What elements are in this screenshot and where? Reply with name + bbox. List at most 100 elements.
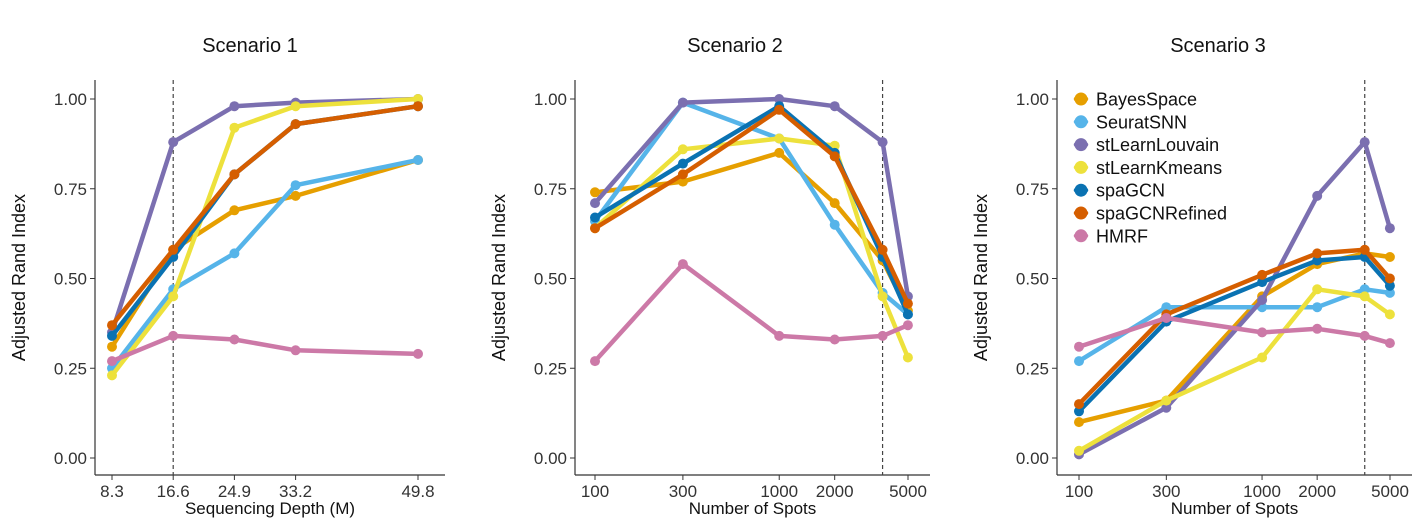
data-point bbox=[877, 330, 888, 341]
data-point bbox=[168, 330, 179, 341]
series-BayesSpace bbox=[590, 147, 913, 316]
data-point bbox=[1257, 327, 1268, 338]
y-tick-label: 0.50 bbox=[534, 270, 567, 289]
data-point bbox=[677, 169, 688, 180]
data-point bbox=[229, 248, 240, 259]
series-stLearnLouvain bbox=[590, 94, 913, 302]
series-line bbox=[109, 333, 421, 364]
y-tick-label: 1.00 bbox=[534, 90, 567, 109]
panel-2: Scenario 2 0.00 0.25 0.50 0.75 1.00 100 300 1000… bbox=[489, 35, 930, 518]
series-line bbox=[1076, 251, 1393, 425]
data-point bbox=[107, 341, 117, 352]
data-point bbox=[829, 219, 840, 230]
y-tick-label: 0.75 bbox=[1016, 180, 1049, 199]
legend-label: spaGCNRefined bbox=[1096, 204, 1227, 224]
series-line bbox=[592, 96, 911, 299]
data-point bbox=[229, 334, 240, 345]
x-tick-label: 1000 bbox=[1243, 482, 1281, 501]
x-tick-label: 2000 bbox=[1298, 482, 1336, 501]
data-point bbox=[1257, 269, 1268, 280]
y-tick-label: 0.25 bbox=[1016, 359, 1049, 378]
y-tick-label: 0.25 bbox=[534, 359, 567, 378]
data-point bbox=[168, 137, 179, 148]
series-stLearnKmeans bbox=[590, 133, 913, 363]
data-point bbox=[1074, 341, 1084, 352]
y-tick-label: 0.75 bbox=[534, 180, 567, 199]
data-point bbox=[107, 320, 117, 331]
y-tick-label: 1.00 bbox=[54, 90, 87, 109]
data-point bbox=[1359, 137, 1370, 148]
data-point bbox=[290, 180, 301, 191]
legend-swatch-dot bbox=[1074, 115, 1088, 129]
x-tick-label: 8.3 bbox=[100, 482, 124, 501]
series-BayesSpace bbox=[1074, 248, 1395, 428]
x-tick-label: 5000 bbox=[1371, 482, 1409, 501]
data-point bbox=[229, 205, 240, 216]
x-tick-label: 16.6 bbox=[157, 482, 190, 501]
series-HMRF bbox=[590, 259, 913, 367]
data-point bbox=[1257, 277, 1268, 288]
series-stLearnKmeans bbox=[1074, 284, 1395, 456]
data-point bbox=[1312, 255, 1323, 266]
data-point bbox=[590, 212, 600, 223]
data-point bbox=[774, 104, 785, 115]
data-point bbox=[677, 176, 688, 187]
data-point bbox=[290, 119, 301, 130]
data-point bbox=[1312, 302, 1323, 313]
data-point bbox=[677, 144, 688, 155]
data-point bbox=[413, 155, 423, 165]
series-SeuratSNN bbox=[107, 155, 423, 374]
data-point bbox=[1384, 280, 1395, 291]
data-point bbox=[902, 309, 913, 320]
series-line bbox=[109, 96, 421, 335]
data-point bbox=[1359, 291, 1370, 302]
data-point bbox=[774, 147, 785, 158]
panel-3: Scenario 3 0.00 0.25 0.50 0.75 1.00 100 300 1000… bbox=[971, 35, 1412, 518]
y-tick-label: 1.00 bbox=[1016, 90, 1049, 109]
data-point bbox=[1312, 248, 1323, 259]
data-point bbox=[1074, 356, 1084, 367]
series-HMRF bbox=[107, 330, 423, 367]
data-point bbox=[677, 259, 688, 270]
data-point bbox=[229, 101, 240, 112]
x-tick-label: 300 bbox=[1152, 482, 1180, 501]
x-axis-label: Number of Spots bbox=[1171, 499, 1299, 518]
data-point bbox=[229, 122, 240, 133]
y-tick-label: 0.00 bbox=[54, 449, 87, 468]
data-point bbox=[1384, 223, 1395, 234]
data-point bbox=[413, 348, 423, 359]
legend-label: HMRF bbox=[1096, 226, 1148, 246]
series-line bbox=[109, 103, 421, 328]
data-point bbox=[1074, 445, 1084, 456]
data-point bbox=[1312, 190, 1323, 201]
data-point bbox=[902, 352, 913, 363]
y-tick-label: 0.50 bbox=[54, 270, 87, 289]
data-point bbox=[1257, 295, 1268, 305]
legend-swatch-dot bbox=[1074, 206, 1088, 220]
panel-title: Scenario 2 bbox=[687, 35, 783, 57]
series-line bbox=[592, 103, 911, 317]
data-point bbox=[677, 158, 688, 169]
data-point bbox=[107, 370, 117, 381]
x-tick-label: 33.2 bbox=[279, 482, 312, 501]
legend-label: spaGCN bbox=[1096, 181, 1165, 201]
legend-swatch-dot bbox=[1074, 138, 1088, 152]
data-point bbox=[413, 94, 423, 104]
series-line bbox=[1076, 247, 1393, 407]
data-point bbox=[1359, 330, 1370, 341]
x-tick-label: 100 bbox=[1065, 482, 1093, 501]
data-point bbox=[774, 330, 785, 341]
series-line bbox=[109, 96, 421, 378]
series-line bbox=[1076, 254, 1393, 414]
data-point bbox=[829, 198, 840, 209]
data-point bbox=[877, 137, 888, 148]
data-point bbox=[413, 101, 423, 112]
data-point bbox=[1359, 284, 1370, 295]
data-point bbox=[1074, 417, 1084, 428]
legend-swatch-dot bbox=[1074, 160, 1088, 174]
y-tick-label: 0.50 bbox=[1016, 270, 1049, 289]
y-tick-label: 0.25 bbox=[54, 359, 87, 378]
legend-label: stLearnKmeans bbox=[1096, 158, 1222, 178]
legend-label: stLearnLouvain bbox=[1096, 135, 1219, 155]
